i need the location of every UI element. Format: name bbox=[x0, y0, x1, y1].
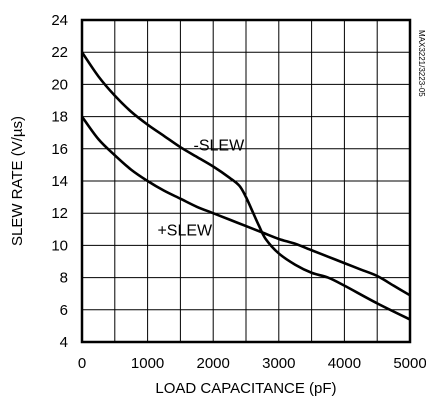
y-tick-labels: 4 6 8 10 12 14 16 18 20 22 24 bbox=[51, 12, 68, 351]
x-tick-label: 3000 bbox=[262, 355, 295, 372]
annotations: -SLEW +SLEW bbox=[157, 137, 245, 239]
curve-annotation: +SLEW bbox=[157, 223, 213, 240]
y-tick-label: 6 bbox=[60, 302, 68, 319]
x-tick-label: 1000 bbox=[131, 355, 164, 372]
curve-annotation: -SLEW bbox=[194, 137, 246, 154]
series-line-pos-slew bbox=[80, 115, 411, 297]
x-tick-label: 2000 bbox=[197, 355, 230, 372]
y-axis-title: SLEW RATE (V/µs) bbox=[9, 116, 26, 246]
y-tick-label: 22 bbox=[51, 44, 68, 61]
x-axis-title: LOAD CAPACITANCE (pF) bbox=[155, 380, 336, 397]
y-tick-label: 24 bbox=[51, 12, 68, 29]
figure-code: MAX3221/3223-05 bbox=[417, 30, 426, 97]
x-tick-label: 4000 bbox=[328, 355, 361, 372]
x-tick-label: 0 bbox=[78, 355, 86, 372]
y-tick-label: 18 bbox=[51, 109, 68, 126]
curves bbox=[80, 51, 411, 321]
x-tick-labels: 0 1000 2000 3000 4000 5000 bbox=[78, 355, 426, 372]
y-tick-label: 14 bbox=[51, 173, 68, 190]
grid bbox=[82, 20, 410, 342]
plot-frame bbox=[80, 18, 412, 344]
y-tick-label: 4 bbox=[60, 334, 68, 351]
series-line-neg-slew bbox=[80, 51, 411, 321]
x-tick-label: 5000 bbox=[393, 355, 426, 372]
y-tick-label: 8 bbox=[60, 270, 68, 287]
y-tick-label: 10 bbox=[51, 237, 68, 254]
y-tick-label: 20 bbox=[51, 76, 68, 93]
y-tick-label: 16 bbox=[51, 141, 68, 158]
y-tick-label: 12 bbox=[51, 205, 68, 222]
